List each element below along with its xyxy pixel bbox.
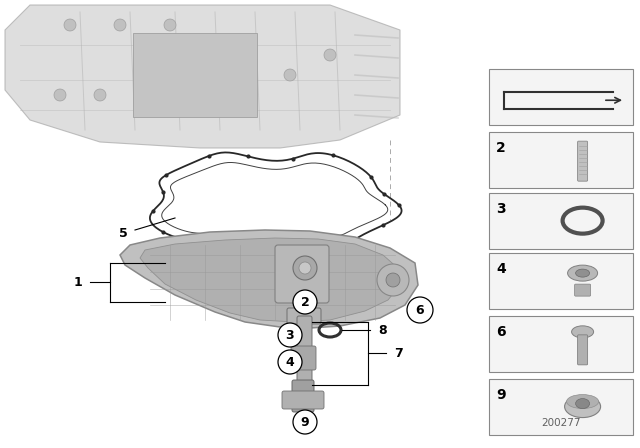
FancyBboxPatch shape [275,245,329,303]
Circle shape [278,323,302,347]
Text: 3: 3 [285,328,294,341]
Circle shape [293,256,317,280]
Ellipse shape [575,399,589,409]
Text: 6: 6 [416,303,424,316]
FancyBboxPatch shape [489,132,633,188]
Text: 7: 7 [394,346,403,359]
FancyBboxPatch shape [292,380,314,412]
Text: 4: 4 [496,262,506,276]
Circle shape [54,89,66,101]
Text: 5: 5 [119,227,128,240]
Circle shape [94,89,106,101]
Ellipse shape [575,269,589,277]
Ellipse shape [564,396,600,418]
Text: 9: 9 [496,388,506,401]
FancyBboxPatch shape [578,335,588,365]
Circle shape [386,273,400,287]
FancyBboxPatch shape [287,308,321,324]
Circle shape [278,350,302,374]
FancyBboxPatch shape [489,69,633,125]
Ellipse shape [568,265,598,281]
Polygon shape [120,230,418,328]
FancyBboxPatch shape [578,141,588,181]
Text: 3: 3 [496,202,506,215]
FancyBboxPatch shape [489,193,633,249]
FancyBboxPatch shape [282,391,324,409]
Text: 9: 9 [301,415,309,428]
Circle shape [284,69,296,81]
FancyBboxPatch shape [297,316,312,390]
Circle shape [324,49,336,61]
Text: 6: 6 [496,325,506,339]
FancyBboxPatch shape [489,316,633,372]
Polygon shape [5,5,400,148]
Ellipse shape [572,326,594,338]
Circle shape [164,19,176,31]
FancyBboxPatch shape [489,253,633,309]
FancyBboxPatch shape [575,284,591,296]
Ellipse shape [566,395,598,409]
Text: 2: 2 [301,296,309,309]
Text: 1: 1 [73,276,82,289]
FancyBboxPatch shape [133,33,257,117]
Text: 8: 8 [378,323,387,336]
Circle shape [377,264,409,296]
Polygon shape [140,238,400,322]
Circle shape [293,410,317,434]
FancyBboxPatch shape [489,379,633,435]
FancyBboxPatch shape [291,346,316,370]
Text: 2: 2 [496,141,506,155]
Circle shape [64,19,76,31]
Circle shape [299,262,311,274]
Circle shape [114,19,126,31]
Circle shape [407,297,433,323]
Text: 200277: 200277 [541,418,580,428]
Circle shape [293,290,317,314]
FancyArrowPatch shape [606,98,620,103]
Text: 4: 4 [285,356,294,369]
